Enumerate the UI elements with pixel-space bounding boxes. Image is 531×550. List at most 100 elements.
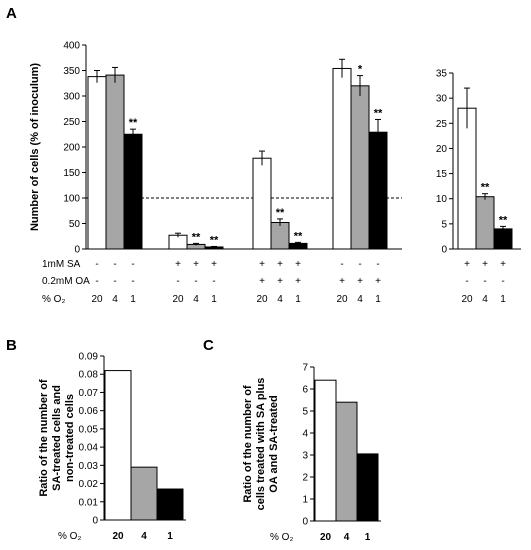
panel-b-y-axis-title: Ratio of the number ofSA-treated cells a… — [38, 379, 76, 497]
panel-c-y-tick-label: 0 — [302, 517, 308, 528]
panel-a-oa-sign: + — [375, 276, 381, 287]
panel-a-inset-y-tick-label: 25 — [436, 119, 448, 130]
panel-a-inset-sa-sign: + — [482, 259, 488, 270]
panel-b-y-tick-label: 0.03 — [79, 461, 99, 472]
panel-a-inset-significance: ** — [481, 182, 490, 194]
panel-a-inset-oa-sign: - — [465, 276, 468, 287]
panel-a-significance: ** — [294, 230, 303, 242]
panel-a-y-tick-label: 200 — [63, 143, 80, 154]
panel-a-oa-sign: + — [259, 276, 265, 287]
panel-a-oa-sign: + — [339, 276, 345, 287]
panel-c-o2-label: 1 — [365, 532, 371, 543]
panel-a-sa-sign: - — [113, 259, 116, 270]
panel-a-y-tick-label: 100 — [63, 194, 80, 205]
panel-a-y-axis-title: Number of cells (% of inoculum) — [29, 63, 41, 231]
panel-a-significance: ** — [374, 107, 383, 119]
panel-b-y-axis-title-line: SA-treated cells and — [51, 385, 63, 491]
panel-a-bar — [105, 74, 125, 250]
panel-a-inset-sa-sign: + — [500, 259, 506, 270]
panel-a-bar — [87, 76, 107, 250]
panel-a-inset-bar — [493, 228, 513, 250]
panel-a-bar — [332, 67, 352, 250]
panel-a-o2-label: 4 — [112, 294, 118, 305]
panel-c-y-axis-title-line: Ratio of the number of — [242, 385, 254, 503]
panel-a-oa-sign: - — [95, 276, 98, 287]
panel-b-y-tick-label: 0.08 — [79, 370, 99, 381]
panel-c-o2-label: 4 — [344, 532, 350, 543]
panel-b-bar — [156, 488, 184, 521]
panel-b-bar — [104, 370, 132, 521]
panel-label-b: B — [6, 337, 17, 354]
panel-c-y-tick-label: 3 — [302, 451, 308, 462]
panel-c-bar — [335, 401, 358, 522]
panel-a-oa-sign: - — [194, 276, 197, 287]
panel-a-sa-sign: + — [259, 259, 265, 270]
panel-a-y-tick-label: 300 — [63, 92, 80, 103]
panel-a-o2-label: 4 — [357, 294, 363, 305]
panel-a-significance: ** — [210, 234, 219, 246]
panel-a-inset-y-tick-label: 30 — [436, 94, 448, 105]
panel-a-y-tick-label: 400 — [63, 41, 80, 52]
panel-c-y-tick-label: 2 — [302, 473, 308, 484]
panel-c-o2-label: 20 — [320, 532, 332, 543]
panel-a-o2-label: 1 — [375, 294, 381, 305]
panel-a-bar — [368, 131, 388, 250]
panel-a-inset-y-tick-label: 0 — [441, 245, 447, 256]
panel-a-o2-label: 1 — [130, 294, 136, 305]
panel-a-inset-o2-label: 1 — [500, 294, 506, 305]
panel-b-y-axis-title-line: non-treated cells — [64, 394, 76, 482]
panel-a-bar — [252, 157, 272, 250]
panel-c-y-tick-label: 1 — [302, 495, 308, 506]
panel-b-o2-label: 20 — [112, 531, 124, 542]
panel-c-bar — [314, 379, 337, 522]
panel-c-y-axis-title-line: OA and SA-treated — [268, 395, 280, 492]
panel-a-sa-sign: + — [295, 259, 301, 270]
panel-a-oa-sign: - — [113, 276, 116, 287]
panel-a-oa-sign: - — [176, 276, 179, 287]
panel-a-o2-label: 20 — [336, 294, 348, 305]
panel-c-o2-row-label: % O₂ — [270, 532, 293, 543]
panel-a-sa-sign: + — [211, 259, 217, 270]
panel-a-sa-sign: + — [175, 259, 181, 270]
panel-a-significance: * — [358, 64, 363, 76]
panel-a-bar — [123, 133, 143, 250]
panel-a-o2-row-label: % O₂ — [42, 294, 65, 305]
panel-a-inset-y-tick-label: 15 — [436, 169, 448, 180]
panel-a-y-tick-label: 0 — [74, 245, 80, 256]
panel-c-y-axis-title-line: cells treated with SA plus — [255, 378, 267, 511]
panel-a-bar — [168, 234, 188, 250]
panel-a-oa-row-label: 0.2mM OA — [42, 276, 90, 287]
panel-b-y-axis-title-line: Ratio of the number of — [38, 379, 50, 497]
panel-a-inset-y-tick-label: 35 — [436, 69, 448, 80]
panel-a-sa-row-label: 1mM SA — [42, 259, 81, 270]
panel-a-o2-label: 20 — [172, 294, 184, 305]
panel-a-sa-sign: + — [193, 259, 199, 270]
panel-a-significance: ** — [192, 231, 201, 243]
panel-a-o2-label: 4 — [193, 294, 199, 305]
panel-a-inset-oa-sign: - — [501, 276, 504, 287]
panel-label-c: C — [203, 337, 214, 354]
panel-a-oa-sign: - — [131, 276, 134, 287]
panel-a-inset-sa-sign: + — [464, 259, 470, 270]
panel-b-o2-label: 1 — [167, 531, 173, 542]
panel-a-inset-bar — [475, 196, 495, 250]
panel-a-inset-bar — [457, 107, 477, 250]
panel-a-o2-label: 1 — [295, 294, 301, 305]
panel-a-sa-sign: - — [376, 259, 379, 270]
panel-a-oa-sign: + — [295, 276, 301, 287]
panel-a-inset-y-tick-label: 10 — [436, 194, 448, 205]
panel-a-inset-significance: ** — [499, 214, 508, 226]
panel-a-o2-label: 20 — [256, 294, 268, 305]
panel-a-significance: ** — [129, 117, 138, 129]
panel-a-inset-y-tick-label: 5 — [441, 219, 447, 230]
panel-a-sa-sign: - — [95, 259, 98, 270]
panel-b-bar — [130, 466, 158, 521]
panel-a-y-tick-label: 250 — [63, 117, 80, 128]
panel-a-sa-sign: - — [340, 259, 343, 270]
panel-a-o2-label: 20 — [91, 294, 103, 305]
panel-b-y-tick-label: 0.06 — [79, 406, 99, 417]
panel-a-bar — [270, 221, 290, 250]
panel-a-inset-o2-label: 20 — [461, 294, 473, 305]
